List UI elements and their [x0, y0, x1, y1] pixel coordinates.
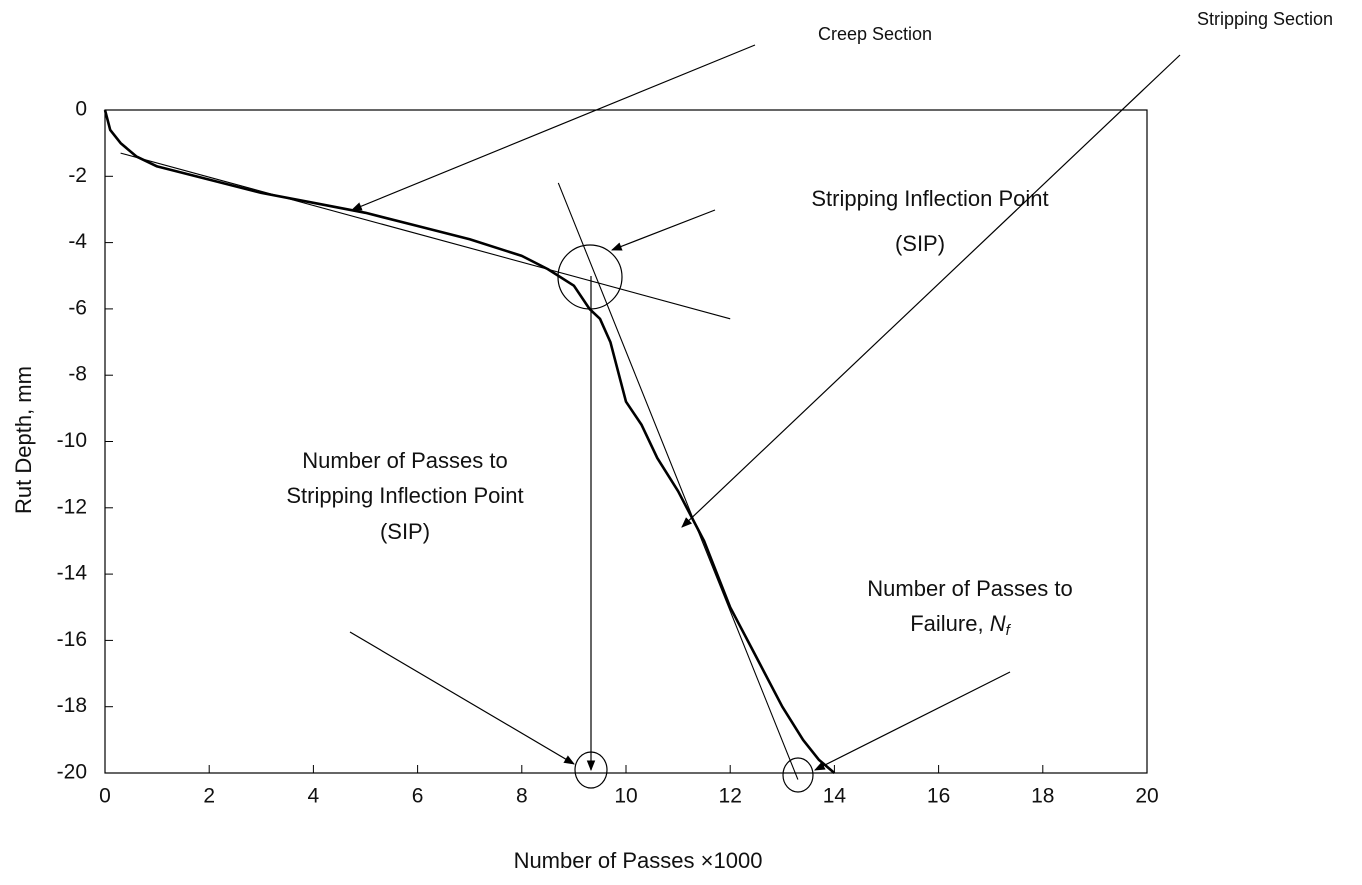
annotation: (SIP) [895, 231, 945, 256]
y-tick-label: -14 [57, 562, 88, 585]
x-tick-label: 0 [99, 785, 111, 808]
annotation-part: N [990, 611, 1006, 636]
x-tick-label: 4 [308, 785, 320, 808]
y-tick-label: -10 [57, 429, 87, 452]
annotation-part: f [1006, 622, 1012, 639]
arrow [610, 209, 716, 251]
annotation: (SIP) [380, 519, 430, 544]
x-tick-label: 18 [1031, 785, 1054, 808]
annotation: Number of Passes to [867, 576, 1072, 601]
x-tick-label: 10 [614, 785, 637, 808]
x-tick-label: 8 [516, 785, 528, 808]
y-tick-label: 0 [75, 98, 87, 121]
y-tick-label: -8 [68, 363, 87, 386]
arrow [349, 631, 575, 765]
y-tick-label: -18 [57, 694, 87, 717]
x-axis-label: Number of Passes ×1000 [514, 848, 763, 873]
annotation: Stripping Section [1197, 9, 1333, 29]
annotation: Stripping Inflection Point [286, 483, 523, 508]
x-tick-label: 14 [823, 785, 847, 808]
circle [782, 757, 814, 793]
arrow [814, 671, 1011, 771]
y-tick-label: -4 [68, 230, 87, 253]
y-tick-label: -6 [68, 296, 87, 319]
arrow [681, 54, 1181, 528]
callouts [349, 44, 1181, 793]
annotation: Number of Passes to [302, 448, 507, 473]
y-tick-label: -12 [57, 495, 87, 518]
arrow [351, 44, 756, 211]
circle [574, 751, 608, 789]
y-axis-label: Rut Depth, mm [11, 366, 36, 514]
x-tick-label: 6 [412, 785, 424, 808]
x-tick-label: 20 [1135, 785, 1158, 808]
annotation: Creep Section [818, 24, 932, 44]
annotation: Stripping Inflection Point [811, 186, 1048, 211]
series-line [103, 109, 836, 774]
circle [557, 244, 623, 310]
annotation-part: Failure, [910, 611, 989, 636]
annotation: Failure, Nf [910, 611, 1011, 639]
x-tick-label: 16 [927, 785, 950, 808]
series-line [557, 182, 799, 780]
series-line [120, 152, 731, 320]
y-tick-label: -20 [57, 761, 87, 784]
x-tick-label: 12 [719, 785, 742, 808]
y-tick-label: -16 [57, 628, 87, 651]
x-tick-label: 2 [203, 785, 215, 808]
y-tick-label: -2 [68, 164, 87, 187]
